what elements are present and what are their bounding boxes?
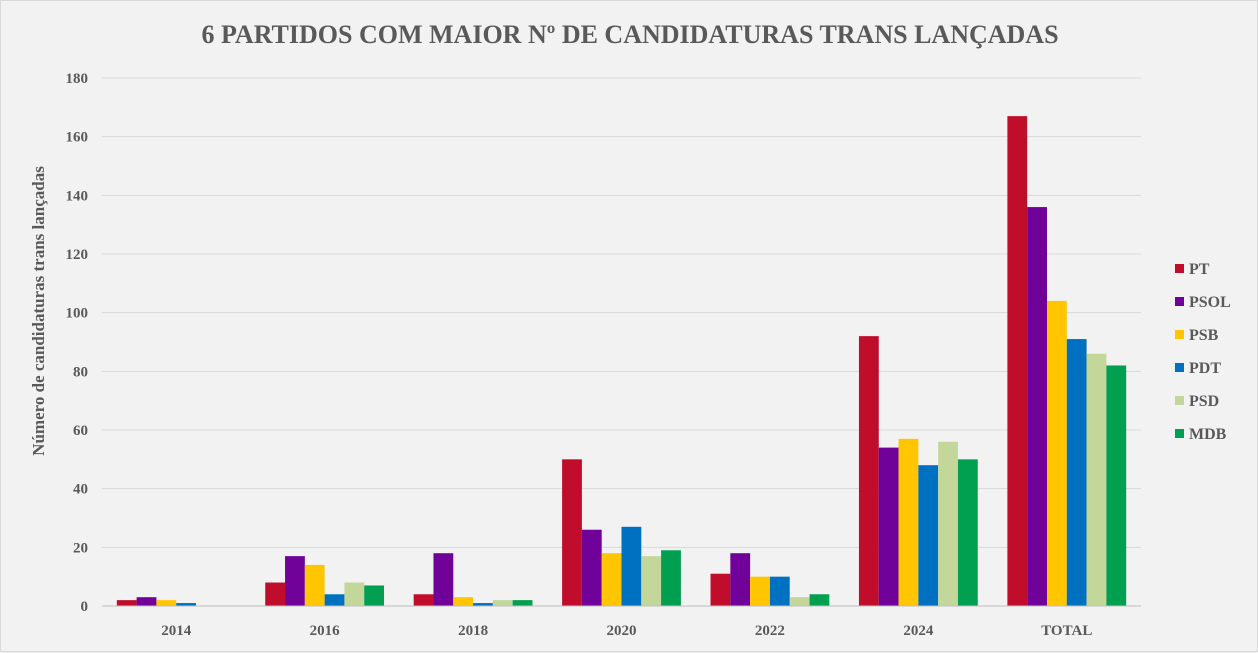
bar-psb-2014 <box>156 600 177 606</box>
legend-swatch-pdt <box>1175 363 1184 372</box>
y-tick-label: 60 <box>73 423 88 439</box>
bar-mdb-2018 <box>512 600 533 606</box>
bar-mdb-2020 <box>661 550 681 606</box>
bars <box>116 116 1127 606</box>
bar-psol-2022 <box>730 553 751 606</box>
x-tick-label: TOTAL <box>1041 623 1092 639</box>
gridlines <box>102 77 1141 548</box>
bar-pt-2020 <box>562 459 582 606</box>
legend-swatch-mdb <box>1175 429 1184 438</box>
bar-pdt-2024 <box>918 465 939 606</box>
x-tick-label: 2024 <box>903 623 934 639</box>
bar-pt-2024 <box>858 336 879 606</box>
bar-psb-2016 <box>304 564 325 606</box>
bar-psol-2024 <box>878 447 899 606</box>
legend-swatch-psb <box>1175 330 1184 339</box>
bar-psol-2014 <box>136 597 157 606</box>
legend-swatch-psol <box>1175 297 1184 306</box>
bar-pdt-total <box>1066 339 1087 606</box>
bar-psb-2024 <box>898 438 919 606</box>
x-tick-label: 2020 <box>607 623 637 639</box>
legend-label-psb: PSB <box>1189 327 1219 344</box>
legend: PT PSOL PSB PDT PSD MDB <box>1175 261 1231 443</box>
bar-pt-2022 <box>710 573 731 606</box>
bar-psd-2016 <box>344 582 365 606</box>
x-tick-label: 2016 <box>310 623 341 639</box>
bar-psd-2018 <box>492 600 513 606</box>
y-tick-label: 20 <box>73 540 88 556</box>
y-tick-label: 0 <box>81 599 89 615</box>
legend-swatch-pt <box>1175 264 1184 273</box>
bar-pdt-2020 <box>621 526 642 606</box>
legend-label-pt: PT <box>1189 261 1210 278</box>
bar-psol-total <box>1027 207 1047 606</box>
legend-label-pdt: PDT <box>1189 360 1221 377</box>
bar-pt-2016 <box>265 582 286 606</box>
bar-psb-2020 <box>601 553 622 606</box>
y-tick-label: 80 <box>73 364 88 380</box>
bar-mdb-2022 <box>809 594 830 606</box>
legend-label-psol: PSOL <box>1189 294 1231 311</box>
bar-pdt-2022 <box>769 576 790 606</box>
bar-psd-2024 <box>938 441 958 606</box>
bar-mdb-2016 <box>364 585 385 606</box>
legend-label-psd: PSD <box>1189 393 1219 410</box>
legend-label-mdb: MDB <box>1189 426 1227 443</box>
x-tick-label: 2022 <box>755 623 785 639</box>
y-axis-ticks: 0 20 40 60 80 100 120 140 160 180 <box>66 71 89 615</box>
bar-pdt-2014 <box>176 603 197 606</box>
bar-pdt-2018 <box>473 603 493 606</box>
y-tick-label: 40 <box>73 482 88 498</box>
bar-psd-2020 <box>641 556 662 606</box>
y-tick-label: 120 <box>66 247 89 263</box>
bar-psb-2022 <box>750 576 770 606</box>
legend-swatch-psd <box>1175 396 1184 405</box>
bar-pdt-2016 <box>324 594 345 606</box>
bar-psd-2022 <box>789 597 810 606</box>
y-tick-label: 160 <box>66 130 89 146</box>
y-tick-label: 180 <box>66 71 89 87</box>
x-tick-label: 2014 <box>161 623 192 639</box>
bar-pt-2014 <box>116 600 137 606</box>
bar-psb-2018 <box>453 597 474 606</box>
bar-pt-total <box>1007 116 1028 606</box>
chart-title: 6 PARTIDOS COM MAIOR Nº DE CANDIDATURAS … <box>201 20 1058 49</box>
bar-pt-2018 <box>413 594 434 606</box>
bar-psol-2016 <box>285 556 305 606</box>
bar-psb-total <box>1046 300 1067 606</box>
bar-psol-2020 <box>581 529 602 606</box>
x-tick-label: 2018 <box>458 623 488 639</box>
y-tick-label: 140 <box>66 188 89 204</box>
y-axis-label: Número de candidaturas trans lançadas <box>29 166 48 456</box>
y-tick-label: 100 <box>66 306 89 322</box>
x-axis-ticks: 2014 2016 2018 2020 2022 2024 TOTAL <box>161 623 1092 639</box>
bar-mdb-total <box>1106 365 1127 606</box>
bar-psol-2018 <box>433 553 454 606</box>
bar-mdb-2024 <box>957 459 978 606</box>
bar-psd-total <box>1086 353 1107 606</box>
